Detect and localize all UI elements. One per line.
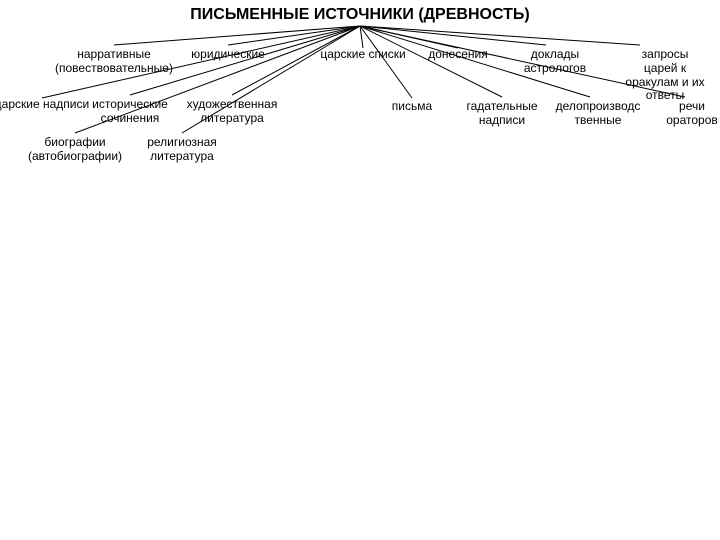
node-biografii: биографии (автобиографии) [28,136,122,164]
node-religioznaya-literatura: религиозная литература [147,136,217,164]
node-rechi-oratorov: речи ораторов [666,100,718,128]
edge-to-n3 [360,26,363,48]
node-gadatelnye-nadpisi: гадательные надписи [466,100,537,128]
edge-to-n4 [360,26,458,48]
edge-to-n2 [228,26,360,45]
node-doneseniya: донесения [428,48,487,62]
node-tsarskie-spiski: царские списки [320,48,405,62]
edge-to-n10 [360,26,412,98]
node-yuridicheskie: юридические [191,48,265,62]
diagram-canvas: ПИСЬМЕННЫЕ ИСТОЧНИКИ (ДРЕВНОСТЬ) наррати… [0,0,720,540]
edge-to-n6 [360,26,640,45]
node-zaprosy-tsarey: запросы царей к оракулам и их ответы [625,48,704,103]
edge-to-n5 [360,26,546,45]
node-istoricheskie-sochineniya: исторические сочинения [92,98,168,126]
node-hudozhestvennaya-literatura: художественная литература [187,98,278,126]
node-narrativnye: нарративные (повествовательные) [55,48,173,76]
node-doklady-astrologov: доклады астрологов [524,48,586,76]
node-pisma: письма [392,100,432,114]
edges-layer [0,0,720,540]
edge-to-n1 [114,26,360,45]
diagram-title: ПИСЬМЕННЫЕ ИСТОЧНИКИ (ДРЕВНОСТЬ) [0,6,720,24]
node-tsarskie-nadpisi: царские надписи [0,98,89,112]
node-deloproizvodstvennye: делопроизводс твенные [556,100,641,128]
